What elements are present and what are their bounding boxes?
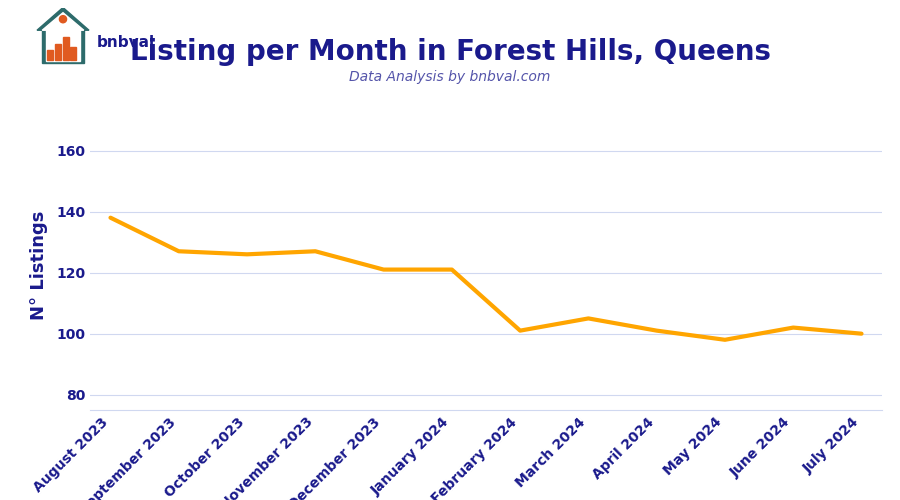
Bar <box>55 44 60 60</box>
Circle shape <box>59 16 67 23</box>
Text: bnbval: bnbval <box>96 35 155 50</box>
Y-axis label: N° Listings: N° Listings <box>30 210 48 320</box>
Bar <box>46 30 80 61</box>
Polygon shape <box>42 12 84 30</box>
Bar <box>70 47 77 60</box>
Polygon shape <box>37 8 89 30</box>
Bar <box>63 38 68 60</box>
Text: Data Analysis by bnbval.com: Data Analysis by bnbval.com <box>349 70 551 85</box>
Text: Listing per Month in Forest Hills, Queens: Listing per Month in Forest Hills, Queen… <box>130 38 770 66</box>
Bar <box>42 29 84 62</box>
Bar <box>47 50 53 60</box>
